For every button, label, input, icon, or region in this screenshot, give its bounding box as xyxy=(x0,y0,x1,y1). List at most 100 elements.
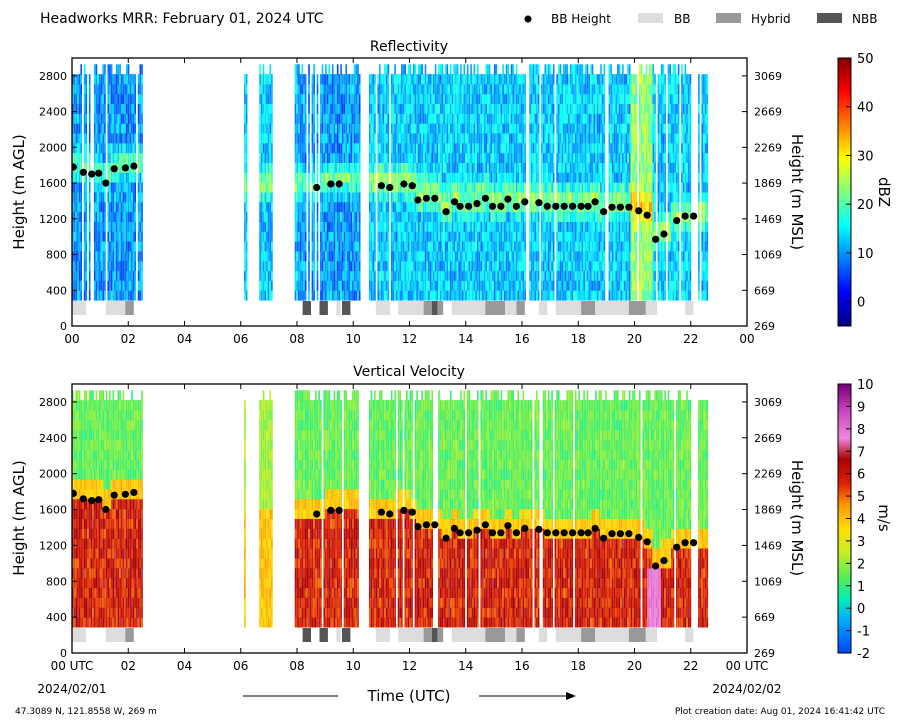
reflectivity-cell xyxy=(465,142,467,154)
reflectivity-cell xyxy=(492,241,494,252)
reflectivity-cell xyxy=(429,280,432,291)
reflectivity-cell xyxy=(304,260,307,272)
reflectivity-cell xyxy=(382,113,385,124)
reflectivity-cell xyxy=(586,241,589,252)
reflectivity-cell xyxy=(568,103,570,114)
reflectivity-cell xyxy=(112,231,115,242)
reflectivity-cell xyxy=(558,103,560,114)
reflectivity-cell xyxy=(552,221,555,232)
reflectivity-cell xyxy=(547,162,550,173)
reflectivity-cell xyxy=(434,113,437,124)
reflectivity-cell xyxy=(569,162,572,173)
reflectivity-cell xyxy=(343,162,346,173)
reflectivity-cell xyxy=(596,251,599,262)
reflectivity-cell xyxy=(436,93,439,104)
reflectivity-cell xyxy=(259,211,261,222)
reflectivity-cell xyxy=(502,152,504,163)
reflectivity-cell xyxy=(83,93,86,104)
reflectivity-cell xyxy=(409,211,412,222)
reflectivity-cell xyxy=(434,221,437,232)
reflectivity-cell xyxy=(426,83,428,95)
reflectivity-cell xyxy=(546,74,548,85)
reflectivity-cell xyxy=(78,280,81,291)
reflectivity-cell xyxy=(436,83,439,95)
reflectivity-cell xyxy=(392,290,395,301)
reflectivity-cell xyxy=(500,182,503,193)
reflectivity-cell xyxy=(244,182,246,193)
reflectivity-cell xyxy=(490,142,493,154)
reflectivity-cell xyxy=(482,123,484,134)
reflectivity-cell xyxy=(448,113,450,124)
reflectivity-cell xyxy=(417,251,420,262)
reflectivity-cell xyxy=(335,280,337,291)
reflectivity-cell xyxy=(500,241,503,252)
reflectivity-cell xyxy=(544,290,547,301)
reflectivity-cell xyxy=(571,231,574,242)
reflectivity-cell xyxy=(114,133,116,144)
reflectivity-cell xyxy=(380,103,383,114)
reflectivity-cell xyxy=(505,221,508,232)
reflectivity-cell xyxy=(122,270,125,281)
reflectivity-cell xyxy=(480,93,482,104)
reflectivity-cell xyxy=(547,192,550,203)
reflectivity-cell xyxy=(488,231,491,242)
reflectivity-cell xyxy=(75,123,77,134)
reflectivity-cell xyxy=(401,172,403,183)
reflectivity-cell xyxy=(104,93,106,104)
reflectivity-cell xyxy=(104,192,106,203)
reflectivity-cell xyxy=(369,241,371,252)
reflectivity-cell xyxy=(313,152,315,163)
reflectivity-cell xyxy=(114,172,116,183)
reflectivity-cell xyxy=(478,83,481,95)
reflectivity-cell xyxy=(102,231,104,242)
reflectivity-cell xyxy=(303,221,305,232)
reflectivity-cell xyxy=(438,280,440,291)
reflectivity-cell xyxy=(304,123,307,134)
reflectivity-cell xyxy=(429,182,432,193)
reflectivity-cell xyxy=(493,192,496,203)
reflectivity-cell xyxy=(406,192,408,203)
reflectivity-cell xyxy=(544,192,547,203)
reflectivity-cell xyxy=(353,260,356,272)
reflectivity-cell xyxy=(598,83,601,95)
reflectivity-cell xyxy=(466,231,469,242)
reflectivity-cell xyxy=(455,201,457,213)
reflectivity-cell xyxy=(119,251,121,262)
reflectivity-cell xyxy=(466,113,469,124)
reflectivity-cell xyxy=(330,162,332,173)
reflectivity-cell xyxy=(338,231,341,242)
reflectivity-cell xyxy=(482,270,484,281)
reflectivity-cell xyxy=(99,152,101,163)
reflectivity-cell xyxy=(328,83,331,95)
reflectivity-cell xyxy=(450,162,452,173)
reflectivity-cell xyxy=(385,192,388,203)
reflectivity-cell xyxy=(419,74,422,85)
reflectivity-cell xyxy=(465,270,467,281)
reflectivity-cell xyxy=(355,280,358,291)
reflectivity-cell xyxy=(321,162,324,173)
reflectivity-cell xyxy=(85,280,88,291)
reflectivity-cell xyxy=(321,192,324,203)
reflectivity-cell xyxy=(531,260,533,272)
reflectivity-cell xyxy=(498,133,501,144)
reflectivity-cell xyxy=(471,162,474,173)
reflectivity-cell xyxy=(259,201,261,213)
reflectivity-cell xyxy=(460,251,462,262)
reflectivity-cell xyxy=(439,221,442,232)
reflectivity-cell xyxy=(333,280,336,291)
reflectivity-cell xyxy=(448,123,450,134)
reflectivity-cell xyxy=(578,93,580,104)
reflectivity-cell xyxy=(593,103,595,114)
reflectivity-cell xyxy=(578,221,580,232)
reflectivity-cell xyxy=(534,221,536,232)
reflectivity-cell xyxy=(313,83,315,95)
reflectivity-cell xyxy=(107,231,109,242)
reflectivity-cell xyxy=(500,142,503,154)
reflectivity-cell xyxy=(455,162,457,173)
reflectivity-cell xyxy=(495,192,498,203)
reflectivity-cell xyxy=(463,142,466,154)
reflectivity-cell xyxy=(451,74,454,85)
reflectivity-cell xyxy=(576,221,579,232)
reflectivity-cell xyxy=(374,280,376,291)
reflectivity-cell xyxy=(245,201,248,213)
